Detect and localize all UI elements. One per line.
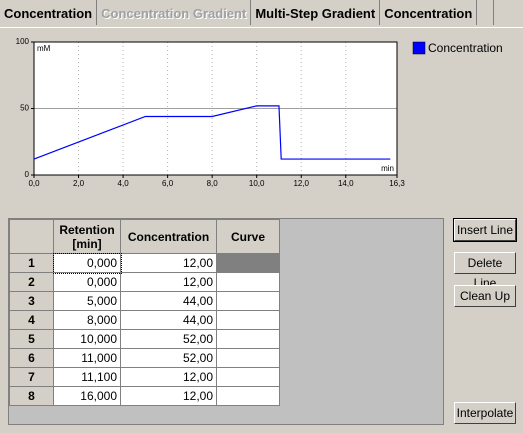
row-header: 5 [9, 329, 54, 349]
row-header: 1 [9, 253, 54, 273]
button[interactable]: Clean Up [454, 285, 516, 307]
retention-cell[interactable]: 11,100 [53, 367, 121, 387]
button[interactable]: Insert Line [453, 218, 517, 242]
tab[interactable] [477, 0, 494, 25]
row-header: 6 [9, 348, 54, 368]
row-header: 8 [9, 386, 54, 406]
line-series [33, 105, 391, 160]
corner-cell [9, 219, 54, 254]
x-tick-label: 2,0 [73, 179, 85, 188]
curve-cell[interactable] [216, 386, 280, 406]
x-tick-label: 8,0 [207, 179, 219, 188]
x-tick-label: 12,0 [293, 179, 309, 188]
curve-cell[interactable] [216, 348, 280, 368]
row-header: 3 [9, 291, 54, 311]
x-tick-label: 14,0 [338, 179, 354, 188]
curve-cell[interactable] [216, 253, 280, 273]
table-row: 7 11,100 12,00 [9, 367, 280, 387]
table-row: 3 5,000 44,00 [9, 291, 280, 311]
retention-cell[interactable]: 5,000 [53, 291, 121, 311]
concentration-cell[interactable]: 12,00 [120, 272, 217, 292]
tab[interactable]: Multi-Step Gradient [251, 0, 381, 25]
table-row: 6 11,000 52,00 [9, 348, 280, 368]
tab[interactable]: Concentration [0, 0, 98, 25]
x-tick-label: 4,0 [118, 179, 130, 188]
column-header: Retention [min] [53, 219, 121, 254]
retention-cell[interactable]: 0,000 [52, 252, 122, 274]
data-table: Retention [min] Concentration Curve 1 0,000 1… [9, 219, 280, 406]
y-axis-label: mM [37, 44, 51, 53]
x-tick-label: 16,3 [389, 179, 405, 188]
x-tick-label: 10,0 [249, 179, 265, 188]
table-row: 8 16,000 12,00 [9, 386, 280, 406]
row-header: 4 [9, 310, 54, 330]
row-header: 7 [9, 367, 54, 387]
table-row: 4 8,000 44,00 [9, 310, 280, 330]
chart: 0,0 2,0 4,0 6,0 8,0 10,0 12,0 14,0 16,3 0 50 100 mM m… [16, 37, 503, 188]
row-header: 2 [9, 272, 54, 292]
concentration-cell[interactable]: 12,00 [120, 367, 217, 387]
concentration-cell[interactable]: 12,00 [120, 253, 217, 273]
tab[interactable]: Concentration [380, 0, 478, 25]
retention-cell[interactable]: 8,000 [53, 310, 121, 330]
retention-cell[interactable]: 10,000 [53, 329, 121, 349]
curve-cell[interactable] [216, 310, 280, 330]
curve-cell[interactable] [216, 329, 280, 349]
table-row: 5 10,000 52,00 [9, 329, 280, 349]
tab[interactable]: Concentration Gradient [97, 0, 252, 25]
y-tick-label: 0 [25, 170, 30, 179]
button[interactable]: Delete Line [454, 252, 516, 290]
curve-cell[interactable] [216, 272, 280, 292]
table-row: 1 0,000 12,00 [9, 252, 280, 274]
button[interactable]: Interpolate [454, 402, 516, 424]
concentration-cell[interactable]: 44,00 [120, 310, 217, 330]
concentration-cell[interactable]: 52,00 [120, 348, 217, 368]
concentration-cell[interactable]: 44,00 [120, 291, 217, 311]
concentration-cell[interactable]: 52,00 [120, 329, 217, 349]
legend-swatch [412, 41, 426, 55]
tab-bar: Concentration Concentration Gradient Multi… [0, 0, 523, 28]
y-tick-label: 100 [16, 37, 30, 46]
table-panel: Retention [min] Concentration Curve 1 0,000 1… [8, 218, 444, 425]
legend-label: Concentration [428, 41, 503, 55]
header-row: Retention [min] Concentration Curve [9, 219, 280, 254]
retention-cell[interactable]: 11,000 [53, 348, 121, 368]
x-tick-label: 0,0 [28, 179, 40, 188]
column-header: Curve [216, 219, 280, 254]
x-tick-label: 6,0 [162, 179, 174, 188]
x-axis-label: min [381, 164, 394, 173]
retention-cell[interactable]: 16,000 [53, 386, 121, 406]
retention-cell[interactable]: 0,000 [53, 272, 121, 292]
column-header: Concentration [120, 219, 217, 254]
table-row: 2 0,000 12,00 [9, 272, 280, 292]
curve-cell[interactable] [216, 291, 280, 311]
y-tick-label: 50 [20, 104, 29, 113]
plot-frame [33, 41, 398, 176]
concentration-cell[interactable]: 12,00 [120, 386, 217, 406]
curve-cell[interactable] [216, 367, 280, 387]
